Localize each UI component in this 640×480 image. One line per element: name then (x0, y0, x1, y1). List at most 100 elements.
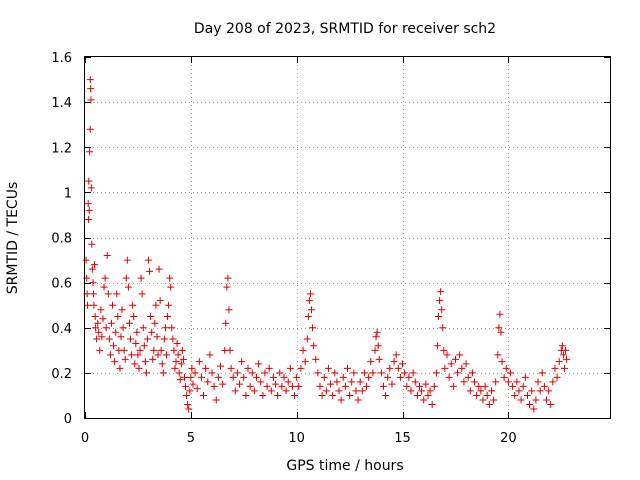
data-point (166, 274, 174, 282)
data-point (403, 382, 411, 390)
data-point (107, 319, 115, 327)
data-point (424, 391, 432, 399)
data-point (390, 358, 398, 366)
data-point (141, 358, 149, 366)
data-point (121, 355, 129, 363)
data-point (494, 351, 502, 359)
data-point (210, 382, 218, 390)
data-point (88, 240, 96, 248)
data-point (454, 369, 462, 377)
data-point (135, 364, 143, 372)
data-point (222, 319, 230, 327)
data-point (160, 335, 168, 343)
data-point (223, 283, 231, 291)
data-point (293, 373, 301, 381)
data-point (288, 382, 296, 390)
data-point (224, 274, 232, 282)
data-point (356, 378, 364, 386)
data-point (372, 333, 380, 341)
data-point (542, 396, 550, 404)
data-point (475, 382, 483, 390)
data-point (422, 380, 430, 388)
data-point (180, 373, 188, 381)
data-point (322, 387, 330, 395)
data-point (399, 360, 407, 368)
data-point (432, 369, 440, 377)
data-point (363, 382, 371, 390)
x-tick-label: 15 (394, 431, 411, 446)
data-point (272, 380, 280, 388)
data-point (185, 405, 193, 413)
data-point (136, 346, 144, 354)
data-point (519, 382, 527, 390)
data-point (551, 364, 559, 372)
data-point (117, 333, 125, 341)
x-tick-label: 20 (500, 431, 517, 446)
data-point (382, 391, 390, 399)
data-point (413, 391, 421, 399)
data-point (502, 364, 510, 372)
data-point (146, 267, 154, 275)
data-point (127, 335, 135, 343)
data-point (443, 351, 451, 359)
data-point (132, 340, 140, 348)
data-point (460, 378, 468, 386)
data-point (559, 351, 567, 359)
data-point (284, 378, 292, 386)
data-point (265, 364, 273, 372)
data-point (84, 301, 92, 309)
data-series-sch2 (82, 76, 571, 413)
data-point (130, 312, 138, 320)
data-point (373, 328, 381, 336)
data-point (151, 319, 159, 327)
data-point (515, 387, 523, 395)
data-point (458, 364, 466, 372)
data-point (377, 369, 385, 377)
data-point (316, 382, 324, 390)
data-point (310, 342, 318, 350)
data-point (440, 346, 448, 354)
data-point (301, 358, 309, 366)
data-point (86, 125, 94, 133)
data-point (526, 400, 534, 408)
data-point (435, 312, 443, 320)
data-point (186, 387, 194, 395)
data-point (392, 351, 400, 359)
data-point (462, 360, 470, 368)
data-point (276, 369, 284, 377)
data-point (473, 391, 481, 399)
data-point (85, 215, 93, 223)
data-point (102, 324, 110, 332)
data-point (348, 378, 356, 386)
data-point (182, 382, 190, 390)
data-point (90, 301, 98, 309)
data-point (173, 340, 181, 348)
y-tick-label: 1.6 (51, 51, 72, 66)
data-point (197, 373, 205, 381)
data-point (156, 297, 164, 305)
data-point (214, 373, 222, 381)
data-point (324, 364, 332, 372)
data-point (131, 360, 139, 368)
data-point (238, 358, 246, 366)
data-point (113, 290, 121, 298)
data-point (278, 382, 286, 390)
data-point (367, 358, 375, 366)
data-point (140, 342, 148, 350)
data-point (244, 364, 252, 372)
data-point (120, 346, 128, 354)
data-point (155, 265, 163, 273)
data-point (159, 369, 167, 377)
data-point (335, 387, 343, 395)
data-point (233, 369, 241, 377)
data-point (384, 373, 392, 381)
data-point (138, 290, 146, 298)
data-point (172, 358, 180, 366)
data-point (426, 387, 434, 395)
data-point (299, 346, 307, 354)
data-point (405, 373, 413, 381)
data-point (492, 378, 500, 386)
data-point (346, 391, 354, 399)
data-point (106, 351, 114, 359)
